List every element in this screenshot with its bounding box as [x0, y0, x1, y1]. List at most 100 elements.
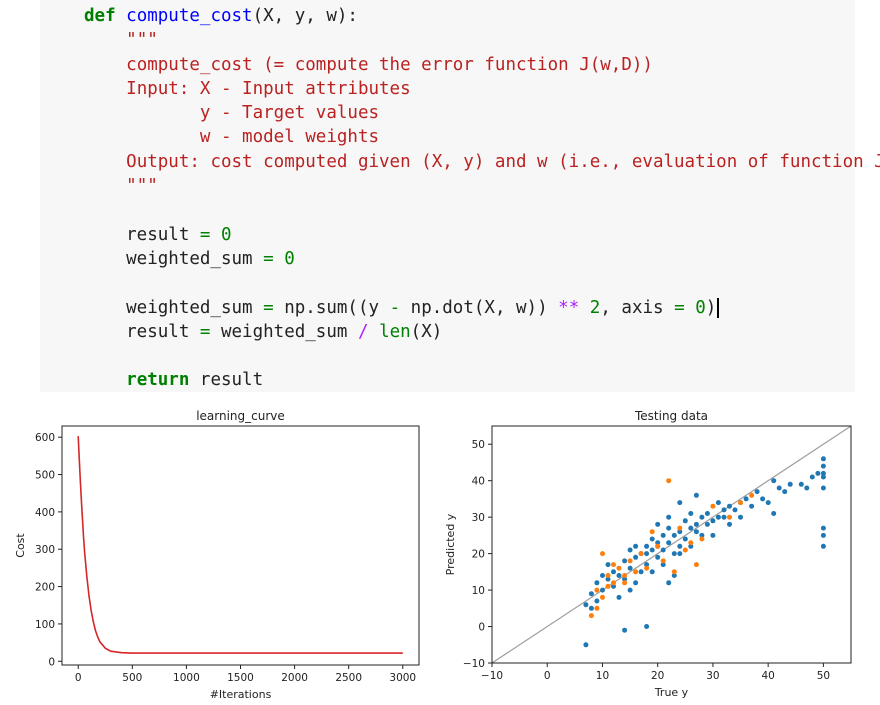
x-axis-label: True y — [654, 686, 689, 699]
code-token: Input: X - Input attributes — [126, 78, 411, 99]
scatter-point — [588, 591, 594, 597]
scatter-point — [616, 565, 622, 571]
testing-data-chart: Testing data True y Predicted y −10 0 10 20 30 4… — [444, 409, 852, 699]
scatter-point — [666, 525, 672, 531]
code-token: weighted_sum — [84, 248, 264, 269]
cost-line — [77, 436, 403, 654]
scatter-point — [605, 576, 611, 582]
code-token: ) — [705, 297, 717, 318]
code-token — [116, 6, 127, 26]
scatter-point — [622, 576, 628, 582]
code-line — [84, 198, 880, 222]
scatter-point — [798, 481, 804, 487]
scatter-point — [721, 514, 727, 520]
code-line: weighted_sum = 0 — [84, 247, 880, 271]
scatter-point — [715, 500, 721, 506]
code-token — [84, 370, 126, 390]
code-cell[interactable]: def compute_cost(X, y, w): """ compute_c… — [40, 0, 880, 392]
code-token: 0 — [284, 248, 295, 269]
code-token: np.sum((y — [273, 297, 390, 318]
scatter-point — [671, 551, 677, 557]
x-tick-label: 0 — [75, 672, 82, 684]
scatter-point — [765, 500, 771, 506]
scatter-point — [644, 551, 650, 557]
y-tick-label: 500 — [35, 470, 55, 482]
scatter-point — [588, 605, 594, 611]
code-token — [84, 55, 126, 75]
x-tick-label: 2500 — [335, 672, 362, 684]
code-line — [84, 271, 880, 295]
scatter-point — [622, 558, 628, 564]
code-token — [685, 298, 696, 318]
scatter-point — [688, 525, 694, 531]
scatter-point — [616, 573, 622, 578]
scatter-point — [594, 587, 600, 593]
scatter-point — [749, 503, 755, 509]
scatter-point — [660, 562, 666, 568]
code-line: weighted_sum = np.sum((y - np.dot(X, w))… — [84, 296, 880, 320]
scatter-point — [622, 573, 628, 578]
y-tick-label: 10 — [472, 585, 485, 597]
scatter-point — [655, 521, 661, 527]
x-tick-label: 1000 — [173, 672, 200, 684]
code-token: result — [84, 321, 200, 342]
scatter-point — [655, 540, 661, 546]
scatter-point — [583, 602, 589, 608]
scatter-point — [588, 613, 594, 619]
scatter-point — [693, 521, 699, 527]
scatter-point — [820, 456, 826, 462]
code-token: return — [126, 370, 190, 391]
x-tick-label: 40 — [761, 670, 774, 682]
code-token: = — [263, 297, 274, 318]
scatter-point — [649, 547, 655, 553]
scatter-point — [600, 551, 605, 557]
scatter-point — [820, 474, 826, 480]
scatter-point — [605, 562, 611, 568]
scatter-point — [666, 478, 672, 484]
code-token: = — [674, 297, 685, 318]
code-token — [84, 30, 126, 50]
code-token: 0 — [221, 224, 232, 245]
x-tick-label: 2000 — [281, 672, 308, 684]
code-token: = — [199, 321, 211, 342]
scatter-point — [820, 470, 826, 476]
scatter-point — [594, 598, 600, 604]
code-line — [84, 344, 880, 368]
code-token — [84, 79, 126, 99]
y-tick-label: 100 — [35, 619, 55, 631]
x-tick-label: 30 — [706, 670, 719, 682]
scatter-point — [677, 525, 683, 531]
code-line: def compute_cost(X, y, w): — [84, 4, 880, 28]
plot-frame — [491, 425, 852, 664]
scatter-point — [727, 503, 732, 509]
scatter-point — [622, 627, 628, 633]
scatter-point — [660, 547, 666, 553]
scatter-point — [649, 569, 655, 575]
code-token: result — [189, 370, 264, 391]
scatter-point — [633, 580, 639, 586]
scatter-point — [721, 507, 727, 513]
y-tick-label: −10 — [463, 658, 485, 670]
y-tick-label: 0 — [478, 622, 485, 634]
scatter-point — [704, 511, 710, 516]
code-token: (X, y, w): — [252, 6, 358, 26]
code-token: y - Target values — [199, 103, 380, 124]
scatter-point — [771, 478, 777, 484]
scatter-point — [688, 540, 694, 546]
y-tick-label: 30 — [472, 512, 485, 524]
code-token — [84, 176, 126, 196]
code-token: , axis — [600, 297, 675, 318]
chart-title: learning_curve — [196, 409, 285, 423]
code-token — [210, 225, 221, 245]
scatter-point — [660, 532, 666, 538]
x-tick-label: −10 — [481, 670, 503, 682]
y-tick-label: 400 — [35, 507, 55, 519]
x-tick-label: 3000 — [389, 672, 416, 684]
code-editor[interactable]: def compute_cost(X, y, w): """ compute_c… — [84, 4, 880, 393]
y-tick-label: 300 — [35, 544, 55, 556]
scatter-point — [594, 605, 600, 611]
code-token — [84, 127, 200, 147]
x-tick-label: 500 — [122, 672, 142, 684]
scatter-point — [727, 514, 732, 520]
scatter-point — [782, 489, 788, 495]
